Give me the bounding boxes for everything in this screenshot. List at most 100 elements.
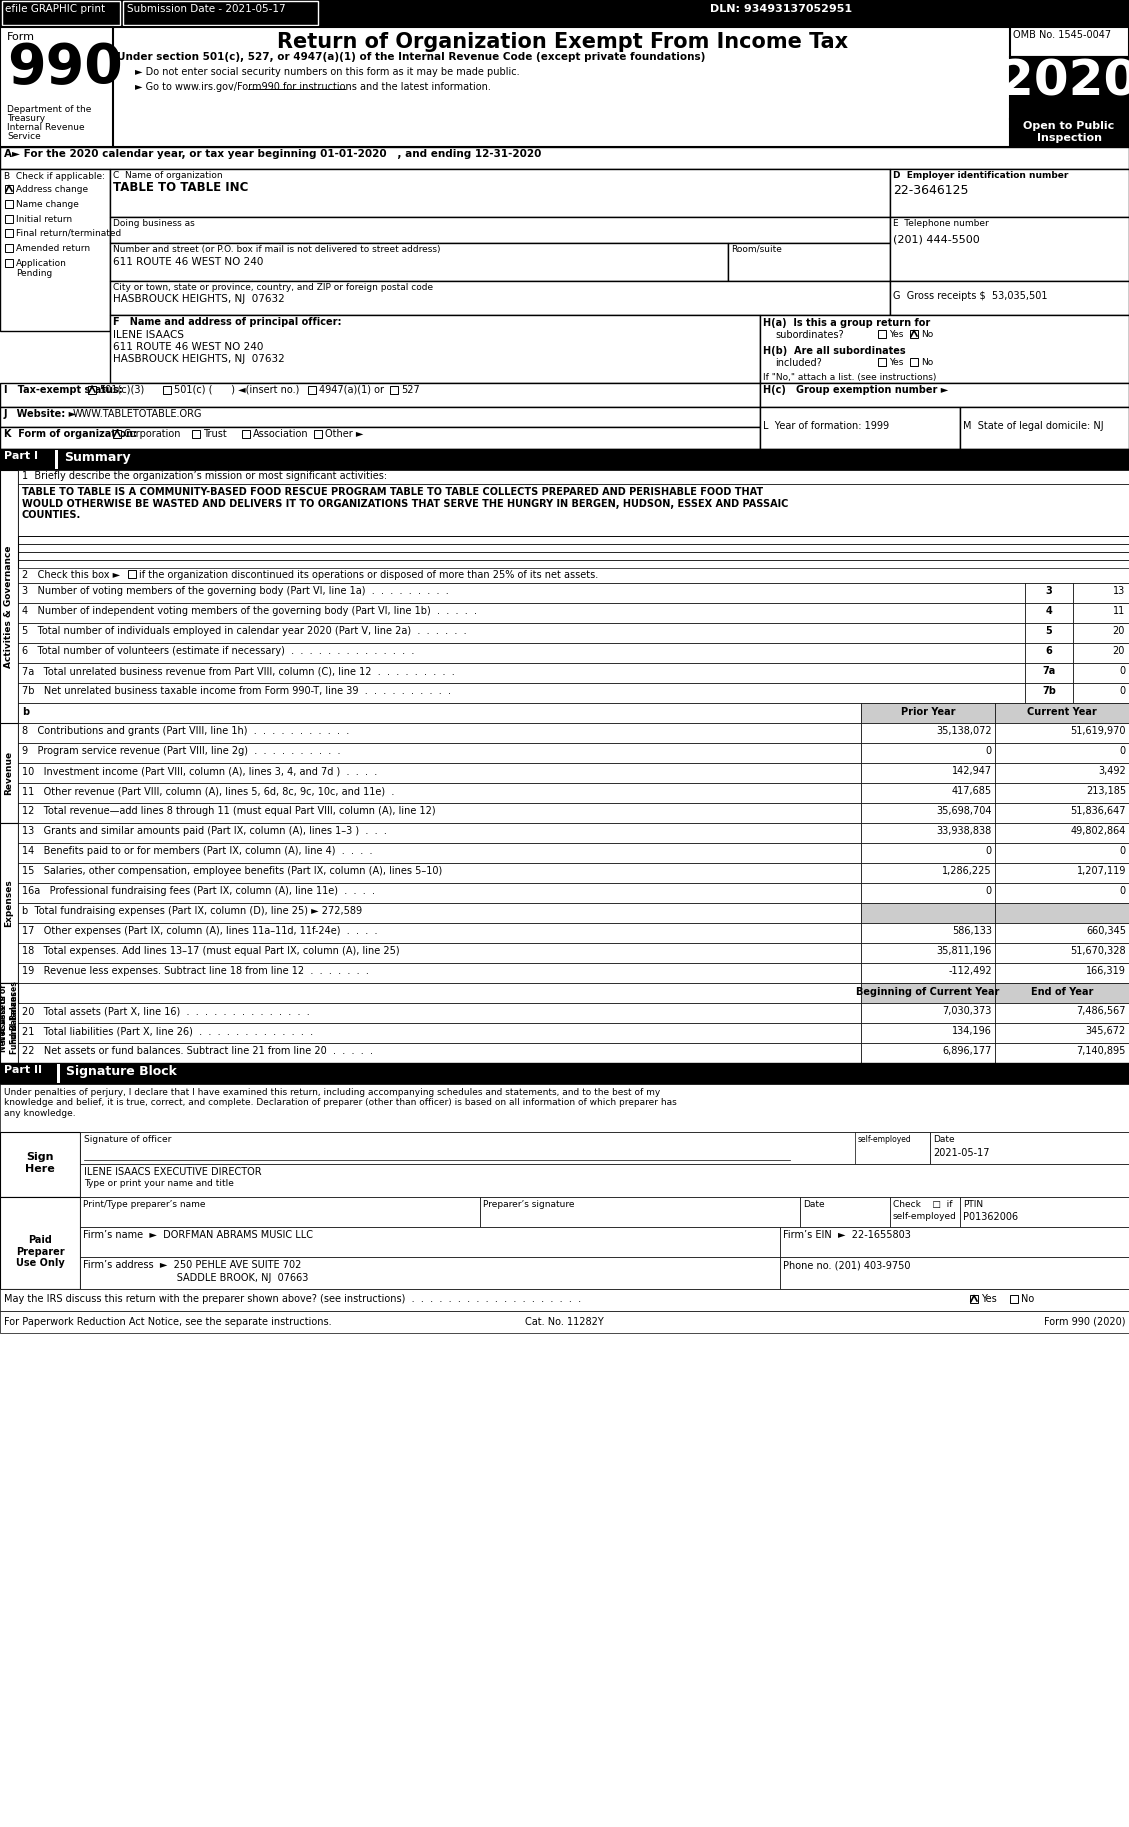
Bar — [110, 170, 890, 217]
Text: P01362006: P01362006 — [963, 1211, 1018, 1222]
Text: Doing business as: Doing business as — [113, 219, 194, 228]
Text: 9   Program service revenue (Part VIII, line 2g)  .  .  .  .  .  .  .  .  .  .: 9 Program service revenue (Part VIII, li… — [21, 745, 341, 756]
Bar — [88, 385, 96, 395]
Text: b: b — [21, 707, 29, 716]
Text: 0: 0 — [1120, 846, 1126, 857]
Text: Amended return: Amended return — [16, 245, 90, 252]
Text: 345,672: 345,672 — [1086, 1027, 1126, 1036]
Bar — [861, 703, 995, 723]
Bar — [861, 784, 995, 804]
Text: Yes: Yes — [889, 331, 903, 340]
Text: Other ►: Other ► — [325, 429, 364, 438]
Bar — [861, 764, 995, 784]
Text: C  Name of organization: C Name of organization — [113, 172, 222, 181]
Text: 15   Salaries, other compensation, employee benefits (Part IX, column (A), lines: 15 Salaries, other compensation, employe… — [21, 866, 443, 875]
Text: 1,207,119: 1,207,119 — [1077, 866, 1126, 875]
Bar — [930, 1133, 1129, 1164]
Text: Part II: Part II — [5, 1065, 42, 1074]
Bar — [861, 862, 995, 882]
Text: Treasury: Treasury — [7, 113, 45, 122]
Text: Initial return: Initial return — [16, 216, 72, 225]
Text: 7a   Total unrelated business revenue from Part VIII, column (C), line 12  .  . : 7a Total unrelated business revenue from… — [21, 667, 455, 676]
Text: 142,947: 142,947 — [952, 766, 992, 776]
Text: If "No," attach a list. (see instructions): If "No," attach a list. (see instruction… — [763, 373, 936, 382]
Text: 51,619,970: 51,619,970 — [1070, 725, 1126, 736]
Bar — [18, 784, 861, 804]
Text: included?: included? — [774, 358, 822, 367]
Text: F   Name and address of principal officer:: F Name and address of principal officer: — [113, 318, 341, 327]
Text: Inspection: Inspection — [1036, 133, 1102, 143]
Bar — [1025, 623, 1073, 643]
Text: 11   Other revenue (Part VIII, column (A), lines 5, 6d, 8c, 9c, 10c, and 11e)  .: 11 Other revenue (Part VIII, column (A),… — [21, 786, 394, 797]
Bar — [0, 723, 18, 822]
Text: M  State of legal domicile: NJ: M State of legal domicile: NJ — [963, 420, 1104, 431]
Text: 10   Investment income (Part VIII, column (A), lines 3, 4, and 7d )  .  .  .  .: 10 Investment income (Part VIII, column … — [21, 766, 377, 776]
Bar — [995, 983, 1129, 1003]
Text: Firm’s name  ►  DORFMAN ABRAMS MUSIC LLC: Firm’s name ► DORFMAN ABRAMS MUSIC LLC — [84, 1230, 313, 1241]
Text: Beginning of Current Year: Beginning of Current Year — [856, 987, 999, 998]
Bar — [760, 314, 1129, 384]
Bar — [18, 882, 861, 903]
Bar — [960, 1197, 1129, 1228]
Text: Department of the: Department of the — [7, 104, 91, 113]
Bar — [910, 331, 918, 338]
Bar — [0, 1083, 1129, 1133]
Bar — [1010, 1295, 1018, 1303]
Text: PTIN: PTIN — [963, 1200, 983, 1209]
Bar — [18, 744, 861, 764]
Bar — [1025, 683, 1073, 703]
Bar — [995, 903, 1129, 923]
Bar — [0, 1063, 1129, 1083]
Bar — [890, 1197, 960, 1228]
Bar — [878, 358, 886, 365]
Text: 990: 990 — [7, 40, 123, 95]
Bar — [18, 1003, 861, 1023]
Text: 7b   Net unrelated business taxable income from Form 990-T, line 39  .  .  .  . : 7b Net unrelated business taxable income… — [21, 685, 450, 696]
Text: 2021-05-17: 2021-05-17 — [933, 1147, 989, 1158]
Bar — [5, 259, 14, 267]
Bar — [5, 228, 14, 238]
Text: Under section 501(c), 527, or 4947(a)(1) of the Internal Revenue Code (except pr: Under section 501(c), 527, or 4947(a)(1)… — [117, 51, 706, 62]
Text: 51,670,328: 51,670,328 — [1070, 946, 1126, 956]
Bar — [780, 1228, 1129, 1257]
Bar — [861, 1003, 995, 1023]
Text: No: No — [1021, 1294, 1034, 1304]
Bar — [0, 470, 18, 745]
Text: Form 990 (2020): Form 990 (2020) — [1043, 1317, 1124, 1326]
Bar — [242, 429, 250, 438]
Bar — [995, 1003, 1129, 1023]
Text: K  Form of organization:: K Form of organization: — [5, 429, 137, 438]
Text: 35,698,704: 35,698,704 — [936, 806, 992, 817]
Text: 20: 20 — [1112, 627, 1124, 636]
Text: b  Total fundraising expenses (Part IX, column (D), line 25) ► 272,589: b Total fundraising expenses (Part IX, c… — [21, 906, 362, 915]
Bar — [1073, 683, 1129, 703]
Text: B  Check if applicable:: B Check if applicable: — [5, 172, 105, 181]
Bar — [960, 407, 1129, 449]
Text: 18   Total expenses. Add lines 13–17 (must equal Part IX, column (A), line 25): 18 Total expenses. Add lines 13–17 (must… — [21, 946, 400, 956]
Text: ILENE ISAACS: ILENE ISAACS — [113, 331, 184, 340]
Bar — [861, 963, 995, 983]
Text: 19   Revenue less expenses. Subtract line 18 from line 12  .  .  .  .  .  .  .: 19 Revenue less expenses. Subtract line … — [21, 966, 369, 976]
Bar — [18, 842, 861, 862]
Text: Form: Form — [7, 33, 35, 42]
Bar — [56, 1063, 60, 1083]
Bar — [995, 882, 1129, 903]
Bar — [728, 243, 890, 281]
Bar — [18, 583, 1025, 603]
Text: Paid
Preparer
Use Only: Paid Preparer Use Only — [16, 1235, 64, 1268]
Bar — [1025, 603, 1073, 623]
Bar — [5, 199, 14, 208]
Text: 166,319: 166,319 — [1086, 966, 1126, 976]
Bar — [0, 1197, 80, 1290]
Text: Room/suite: Room/suite — [730, 245, 782, 254]
Bar — [1025, 643, 1073, 663]
Text: 0: 0 — [986, 745, 992, 756]
Bar — [0, 170, 110, 331]
Text: 22   Net assets or fund balances. Subtract line 21 from line 20  .  .  .  .  .: 22 Net assets or fund balances. Subtract… — [21, 1047, 373, 1056]
Text: 4: 4 — [1045, 607, 1052, 616]
Text: Sign
Here: Sign Here — [25, 1153, 55, 1173]
Bar — [861, 723, 995, 744]
Text: 0: 0 — [1119, 667, 1124, 676]
Text: Signature Block: Signature Block — [65, 1065, 177, 1078]
Text: E  Telephone number: E Telephone number — [893, 219, 989, 228]
